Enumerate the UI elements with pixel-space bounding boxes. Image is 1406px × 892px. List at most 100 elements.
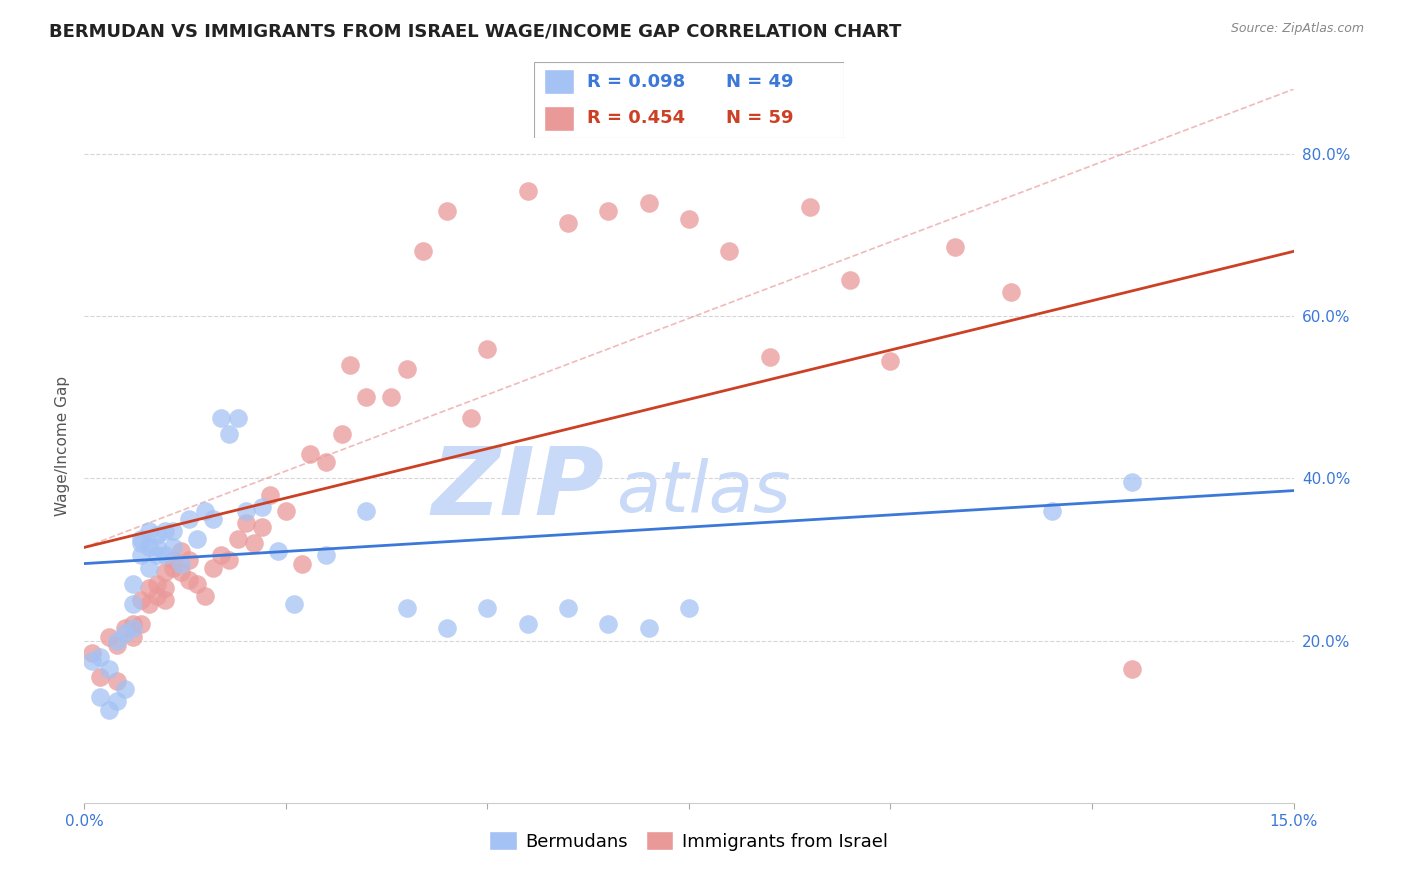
Point — [162, 560, 184, 574]
Point — [121, 597, 143, 611]
Point — [121, 617, 143, 632]
Point — [516, 617, 538, 632]
Point — [330, 426, 353, 441]
Point — [250, 500, 273, 514]
Point — [516, 184, 538, 198]
Point — [129, 533, 152, 547]
FancyBboxPatch shape — [534, 62, 844, 138]
Point — [194, 589, 217, 603]
Point — [170, 544, 193, 558]
Point — [477, 342, 499, 356]
Point — [89, 690, 111, 705]
Point — [153, 565, 176, 579]
Point — [179, 552, 201, 566]
FancyBboxPatch shape — [544, 105, 575, 130]
Point — [356, 504, 378, 518]
Point — [839, 273, 862, 287]
Point — [97, 662, 120, 676]
Point — [153, 593, 176, 607]
Point — [121, 577, 143, 591]
Point — [121, 622, 143, 636]
Point — [879, 354, 901, 368]
Point — [460, 410, 482, 425]
Text: N = 49: N = 49 — [725, 73, 793, 91]
Point — [105, 674, 128, 689]
Point — [105, 694, 128, 708]
Point — [129, 536, 152, 550]
Point — [146, 577, 169, 591]
Text: ZIP: ZIP — [432, 442, 605, 535]
Point — [202, 560, 225, 574]
Point — [114, 682, 136, 697]
Point — [1000, 285, 1022, 299]
Point — [259, 488, 281, 502]
Point — [395, 601, 418, 615]
Point — [162, 524, 184, 538]
Point — [436, 622, 458, 636]
Point — [105, 633, 128, 648]
Point — [943, 240, 966, 254]
Point — [218, 426, 240, 441]
Point — [598, 203, 620, 218]
Point — [226, 533, 249, 547]
Text: R = 0.098: R = 0.098 — [586, 73, 685, 91]
Point — [138, 560, 160, 574]
Text: atlas: atlas — [616, 458, 792, 527]
Point — [170, 565, 193, 579]
Point — [162, 552, 184, 566]
Point — [637, 195, 659, 210]
Text: R = 0.454: R = 0.454 — [586, 109, 685, 128]
Point — [315, 549, 337, 563]
Point — [718, 244, 741, 259]
Text: N = 59: N = 59 — [725, 109, 793, 128]
Point — [250, 520, 273, 534]
Point — [242, 536, 264, 550]
Point — [138, 541, 160, 555]
Point — [678, 601, 700, 615]
Point — [226, 410, 249, 425]
Point — [202, 512, 225, 526]
Point — [637, 622, 659, 636]
Point — [97, 702, 120, 716]
Point — [209, 410, 232, 425]
Point — [291, 557, 314, 571]
Point — [598, 617, 620, 632]
Point — [194, 504, 217, 518]
Point — [218, 552, 240, 566]
Point — [179, 573, 201, 587]
Point — [146, 541, 169, 555]
Point — [315, 455, 337, 469]
Point — [105, 638, 128, 652]
Point — [153, 549, 176, 563]
Legend: Bermudans, Immigrants from Israel: Bermudans, Immigrants from Israel — [482, 824, 896, 858]
Point — [146, 549, 169, 563]
Point — [356, 390, 378, 404]
Point — [235, 504, 257, 518]
Point — [235, 516, 257, 530]
Point — [114, 625, 136, 640]
FancyBboxPatch shape — [544, 70, 575, 95]
Point — [138, 597, 160, 611]
Point — [82, 654, 104, 668]
Point — [186, 533, 208, 547]
Point — [380, 390, 402, 404]
Point — [162, 541, 184, 555]
Point — [1040, 504, 1063, 518]
Text: BERMUDAN VS IMMIGRANTS FROM ISRAEL WAGE/INCOME GAP CORRELATION CHART: BERMUDAN VS IMMIGRANTS FROM ISRAEL WAGE/… — [49, 22, 901, 40]
Point — [1121, 475, 1143, 490]
Point — [1121, 662, 1143, 676]
Y-axis label: Wage/Income Gap: Wage/Income Gap — [55, 376, 70, 516]
Point — [146, 528, 169, 542]
Point — [129, 593, 152, 607]
Point — [179, 512, 201, 526]
Point — [138, 524, 160, 538]
Point — [274, 504, 297, 518]
Point — [89, 649, 111, 664]
Point — [153, 524, 176, 538]
Point — [89, 670, 111, 684]
Point — [436, 203, 458, 218]
Point — [299, 447, 322, 461]
Point — [209, 549, 232, 563]
Point — [557, 216, 579, 230]
Point — [97, 630, 120, 644]
